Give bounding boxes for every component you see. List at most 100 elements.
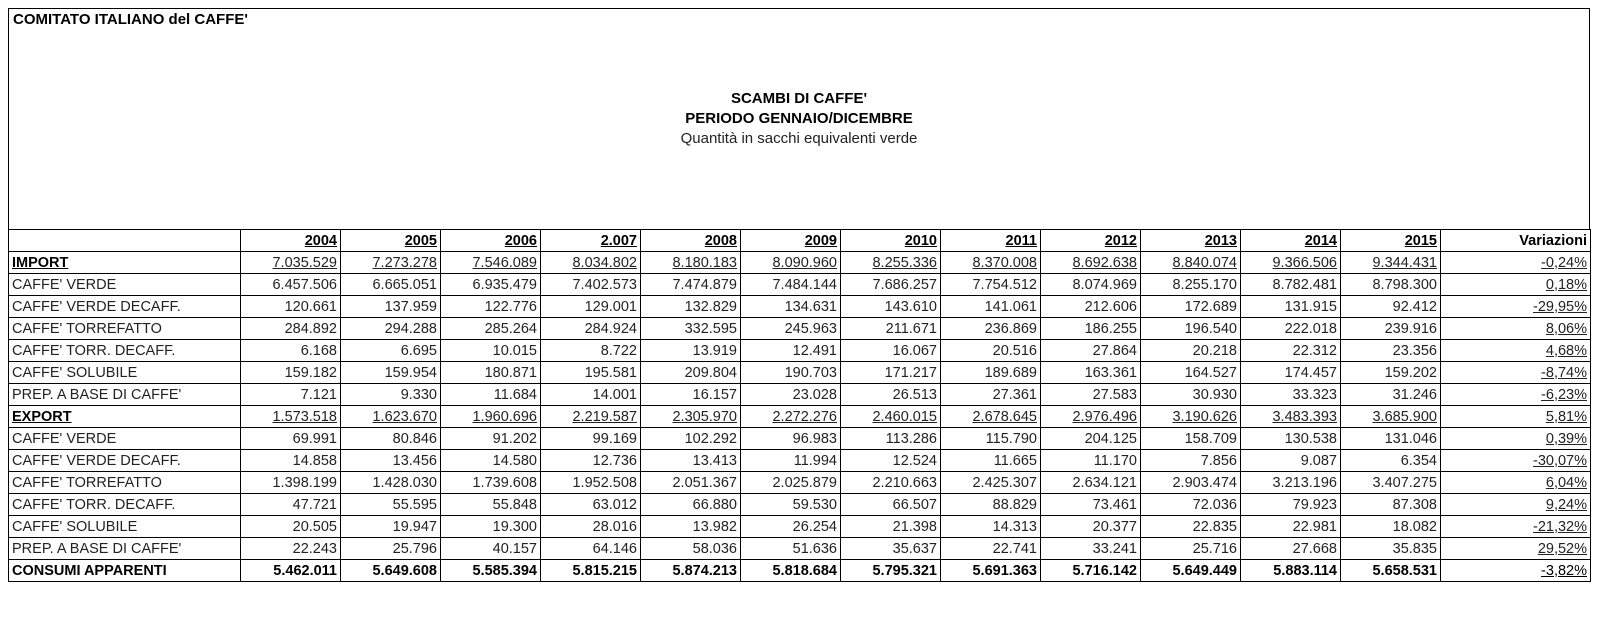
table-cell: 55.595 (340, 493, 441, 516)
column-header-year: 2008 (640, 229, 741, 252)
table-cell: 22.243 (240, 537, 341, 560)
row-label: CAFFE' SOLUBILE (8, 515, 241, 538)
table-cell: 239.916 (1340, 317, 1441, 340)
row-label: CAFFE' SOLUBILE (8, 361, 241, 384)
table-cell: 8.255.336 (840, 251, 941, 274)
table-cell: 69.991 (240, 427, 341, 450)
table-cell: 236.869 (940, 317, 1041, 340)
table-cell: 8.370.008 (940, 251, 1041, 274)
table-cell: 2.051.367 (640, 471, 741, 494)
table-cell: 5.462.011 (240, 559, 341, 582)
table-cell: 7.686.257 (840, 273, 941, 296)
table-cell: 14.858 (240, 449, 341, 472)
table-cell: 72.036 (1140, 493, 1241, 516)
variation-cell: 6,04% (1440, 471, 1591, 494)
row-label: CAFFE' TORR. DECAFF. (8, 339, 241, 362)
table-cell: 1.573.518 (240, 405, 341, 428)
table-cell: 33.241 (1040, 537, 1141, 560)
table-cell: 7.484.144 (740, 273, 841, 296)
total-row: CONSUMI APPARENTI 5.462.011 5.649.608 5.585… (8, 559, 1591, 582)
table-cell: 8.074.969 (1040, 273, 1141, 296)
organization-name: COMITATO ITALIANO del CAFFE' (13, 11, 248, 28)
table-cell: 245.963 (740, 317, 841, 340)
table-cell: 66.507 (840, 493, 941, 516)
row-label: CAFFE' VERDE (8, 427, 241, 450)
row-label: CONSUMI APPARENTI (8, 559, 241, 582)
table-cell: 2.903.474 (1140, 471, 1241, 494)
table-cell: 8.782.481 (1240, 273, 1341, 296)
table-row: CAFFE' TORREFATTO 284.892 294.288 285.264 28… (8, 317, 1591, 340)
column-header-variation: Variazioni (1440, 229, 1591, 252)
row-label: CAFFE' VERDE (8, 273, 241, 296)
table-cell: 284.892 (240, 317, 341, 340)
table-cell: 5.585.394 (440, 559, 541, 582)
table-cell: 88.829 (940, 493, 1041, 516)
table-row: CAFFE' TORREFATTO 1.398.199 1.428.030 1.739… (8, 471, 1591, 494)
table-cell: 5.818.684 (740, 559, 841, 582)
table-cell: 8.722 (540, 339, 641, 362)
table-cell: 130.538 (1240, 427, 1341, 450)
table-cell: 26.254 (740, 515, 841, 538)
table-cell: 5.649.608 (340, 559, 441, 582)
row-label: EXPORT (8, 405, 241, 428)
table-body: IMPORT 7.035.529 7.273.278 7.546.089 8.034.8… (8, 251, 1591, 582)
table-cell: 27.864 (1040, 339, 1141, 362)
table-cell: 7.121 (240, 383, 341, 406)
table-cell: 132.829 (640, 295, 741, 318)
table-cell: 31.246 (1340, 383, 1441, 406)
variation-cell: 29,52% (1440, 537, 1591, 560)
table-cell: 2.272.276 (740, 405, 841, 428)
variation-cell: 5,81% (1440, 405, 1591, 428)
table-cell: 35.835 (1340, 537, 1441, 560)
table-cell: 27.583 (1040, 383, 1141, 406)
table-cell: 55.848 (440, 493, 541, 516)
table-cell: 87.308 (1340, 493, 1441, 516)
table-cell: 6.168 (240, 339, 341, 362)
table-cell: 159.182 (240, 361, 341, 384)
coffee-trade-table: 2004 2005 2006 2.007 2008 2009 2010 2011 2012 201… (8, 229, 1591, 582)
table-cell: 59.530 (740, 493, 841, 516)
column-header-year: 2011 (940, 229, 1041, 252)
table-cell: 1.623.670 (340, 405, 441, 428)
table-cell: 284.924 (540, 317, 641, 340)
table-row: CAFFE' VERDE 6.457.506 6.665.051 6.935.479 7… (8, 273, 1591, 296)
table-cell: 172.689 (1140, 295, 1241, 318)
table-row: CAFFE' TORR. DECAFF. 6.168 6.695 10.015 8.72… (8, 339, 1591, 362)
table-cell: 131.046 (1340, 427, 1441, 450)
table-cell: 63.012 (540, 493, 641, 516)
table-cell: 8.798.300 (1340, 273, 1441, 296)
row-label: PREP. A BASE DI CAFFE' (8, 537, 241, 560)
table-cell: 22.312 (1240, 339, 1341, 362)
table-cell: 120.661 (240, 295, 341, 318)
table-cell: 5.795.321 (840, 559, 941, 582)
table-cell: 158.709 (1140, 427, 1241, 450)
table-cell: 51.636 (740, 537, 841, 560)
table-cell: 28.016 (540, 515, 641, 538)
table-cell: 222.018 (1240, 317, 1341, 340)
table-cell: 285.264 (440, 317, 541, 340)
table-cell: 6.665.051 (340, 273, 441, 296)
table-row: CAFFE' VERDE DECAFF. 120.661 137.959 122.77… (8, 295, 1591, 318)
column-header-year: 2006 (440, 229, 541, 252)
table-cell: 5.658.531 (1340, 559, 1441, 582)
table-cell: 2.976.496 (1040, 405, 1141, 428)
column-header-label (8, 229, 241, 252)
column-header-year: 2013 (1140, 229, 1241, 252)
table-cell: 16.157 (640, 383, 741, 406)
table-cell: 13.919 (640, 339, 741, 362)
table-cell: 212.606 (1040, 295, 1141, 318)
table-cell: 3.407.275 (1340, 471, 1441, 494)
table-row: CAFFE' SOLUBILE 20.505 19.947 19.300 28.016 1… (8, 515, 1591, 538)
table-cell: 91.202 (440, 427, 541, 450)
report-unit-note: Quantità in sacchi equivalenti verde (680, 130, 918, 147)
table-cell: 186.255 (1040, 317, 1141, 340)
table-cell: 18.082 (1340, 515, 1441, 538)
table-cell: 209.804 (640, 361, 741, 384)
table-cell: 66.880 (640, 493, 741, 516)
table-cell: 23.028 (740, 383, 841, 406)
table-cell: 7.035.529 (240, 251, 341, 274)
table-cell: 5.649.449 (1140, 559, 1241, 582)
table-cell: 1.952.508 (540, 471, 641, 494)
table-cell: 5.874.213 (640, 559, 741, 582)
table-cell: 22.741 (940, 537, 1041, 560)
